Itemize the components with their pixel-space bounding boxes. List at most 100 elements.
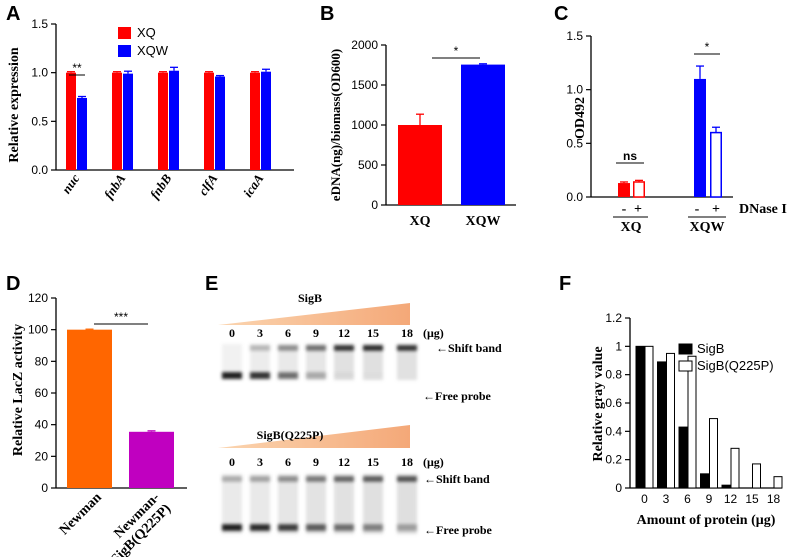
- gel-top-smear-6: [397, 344, 417, 380]
- gel-top-shift-band-5: [363, 345, 383, 351]
- panel-f-bar-sigb-12: [721, 484, 731, 489]
- panel-b-ytick-label-1: 500: [358, 158, 378, 172]
- panel-f-ytick-label-3: 0.6: [605, 396, 622, 410]
- gel-top-lane-label-9: 9: [313, 326, 319, 340]
- panel-f-ytick-label-6: 1.2: [605, 311, 622, 325]
- panel-d-cat-newman: Newman: [57, 490, 105, 538]
- panel-a-cat-fnba: fnbA: [101, 171, 129, 202]
- panel-f-bar-sigb-0: [635, 345, 645, 489]
- gel-bottom-lane-label-6: 6: [285, 455, 291, 469]
- panel-b-chart: eDNA(ng)/biomass(OD600) 0 500 1000 1500 2000…: [328, 38, 516, 229]
- gel-top-shift-band-2: [278, 345, 298, 351]
- panel-a-bar-xqw-clfa: [215, 76, 225, 170]
- gel-bottom-lane-label-3: 3: [257, 455, 263, 469]
- gel-bottom-smear-6: [397, 474, 417, 534]
- gel-top-shift-band-3: [306, 345, 326, 351]
- gel-bottom-shift-band-1: [250, 476, 270, 482]
- panel-a-bar-xqw-fnbb: [169, 70, 179, 170]
- gel-top-gradient-triangle: [218, 303, 410, 325]
- panel-c-ytick-label-0: 0.0: [566, 190, 583, 204]
- panel-d-bar-newman: [67, 329, 112, 488]
- gel-bottom-title: SigB(Q225P): [257, 428, 324, 442]
- panel-label-b: B: [320, 3, 334, 25]
- gel-bottom-smear-5: [363, 474, 383, 534]
- panel-f-ytick-label-2: 0.4: [605, 424, 622, 438]
- panel-f-xtick-9: 9: [706, 492, 713, 506]
- gel-top-smear-0: [222, 344, 242, 380]
- gel-top-lane-label-12: 12: [338, 326, 350, 340]
- panel-c-group-xqw: XQW: [690, 220, 725, 235]
- panel-f-ytick-label-4: 0.8: [605, 368, 622, 382]
- gel-top-title: SigB: [298, 291, 322, 305]
- panel-c-xq-plus: +: [634, 202, 642, 217]
- panel-c-ylabel: OD492: [573, 97, 588, 139]
- panel-c-sig-star: *: [705, 40, 710, 54]
- panel-label-c: C: [554, 3, 568, 25]
- panel-a-cat-nuc: nuc: [59, 171, 83, 196]
- gel-top-shift-band-4: [334, 345, 354, 351]
- panel-f-bar-sigb-9: [700, 473, 709, 489]
- panel-a-cat-clfa: clfA: [195, 171, 220, 198]
- gel-top-lane-label-18: 18: [401, 326, 413, 340]
- gel-bottom-lane-label-12: 12: [338, 455, 350, 469]
- gel-top-shift-band-1: [250, 345, 270, 351]
- panel-a-ytick-label-2: 1.0: [31, 66, 48, 80]
- panel-c-group-xq: XQ: [621, 220, 642, 235]
- gel-bottom-shift-label: ←Shift band: [424, 472, 490, 486]
- panel-f-ytick-label-1: 0.2: [605, 453, 622, 467]
- panel-d-ytick-label-3: 60: [35, 386, 49, 400]
- legend-label-sigb: SigB: [697, 341, 724, 356]
- panel-b-ylabel: eDNA(ng)/biomass(OD600): [328, 49, 343, 201]
- gel-bottom-smear-4: [334, 474, 354, 534]
- gel-bottom-smear-0: [222, 474, 242, 534]
- panel-f-ylabel: Relative gray value: [591, 346, 606, 461]
- panel-a-ytick-label-1: 0.5: [31, 114, 48, 128]
- gel-top-smear-2: [278, 344, 298, 380]
- panel-f-xlabel: Amount of protein (μg): [637, 513, 776, 528]
- panel-a-cat-icaa: icaA: [240, 171, 267, 200]
- gel-top-smear-3: [306, 344, 326, 380]
- panel-c-xqw-plus: +: [712, 202, 720, 217]
- panel-a-bar-xq-clfa: [204, 72, 214, 170]
- legend-swatch-sigb: [678, 343, 693, 355]
- panel-d-ytick-label-1: 20: [35, 449, 49, 463]
- panel-f-xtick-3: 3: [663, 492, 670, 506]
- panel-f-xtick-6: 6: [684, 492, 691, 506]
- panel-c-bar-xqw-minus: [694, 78, 706, 197]
- gel-top-free-label: ←Free probe: [423, 389, 492, 403]
- gel-bottom-lane-label-18: 18: [401, 455, 413, 469]
- panel-c-ytick-label-3: 1.5: [566, 29, 583, 43]
- panel-f-bar-sigb-q225p-3: [666, 352, 675, 489]
- panel-d-ytick-label-0: 0: [41, 481, 48, 495]
- legend-swatch-xqw: [118, 45, 131, 57]
- panel-f-bar-sigb-q225p-18: [773, 476, 783, 489]
- panel-c-xqw-minus: -: [695, 202, 700, 217]
- panel-b-sig-star: *: [454, 44, 459, 58]
- gel-top-lane-label-15: 15: [367, 326, 379, 340]
- panel-b-cat-xq: XQ: [410, 214, 431, 229]
- panel-c-ytick-label-1: 0.5: [566, 136, 583, 150]
- panel-c-bar-xqw-plus: [710, 131, 722, 198]
- panel-d-sig-stars: ***: [114, 310, 128, 324]
- panel-a-bar-xqw-icaa: [261, 71, 271, 170]
- panel-label-e: E: [205, 273, 218, 295]
- panel-f-bar-sigb-q225p-12: [730, 447, 740, 489]
- panel-f-xtick-12: 12: [724, 492, 738, 506]
- gel-bottom-shift-band-0: [222, 476, 242, 482]
- panel-a-chart: Relative expression 0.0 0.5 1.0 1.5 nuc fnbA…: [7, 17, 294, 202]
- panel-f-bar-sigb-q225p-15: [752, 463, 761, 489]
- panel-a-ytick-label-0: 0.0: [31, 163, 48, 177]
- gel-bottom-shift-band-5: [363, 476, 383, 482]
- panel-a-ylabel: Relative expression: [7, 47, 22, 162]
- gel-bottom-free-band-1: [250, 524, 270, 531]
- gel-bottom-free-band-2: [278, 524, 298, 531]
- panel-f-bar-sigb-6: [678, 426, 688, 489]
- gel-bottom-shift-text: Shift band: [436, 472, 490, 486]
- legend-swatch-sigb-q225p: [678, 360, 693, 372]
- panel-c-ytick-label-2: 1.0: [566, 83, 583, 97]
- gel-bottom-smear-1: [250, 474, 270, 534]
- gel-top-free-band-2: [278, 372, 298, 379]
- panel-d-ytick-label-6: 120: [28, 291, 48, 305]
- panel-f-ytick-label-0: 0: [615, 481, 622, 495]
